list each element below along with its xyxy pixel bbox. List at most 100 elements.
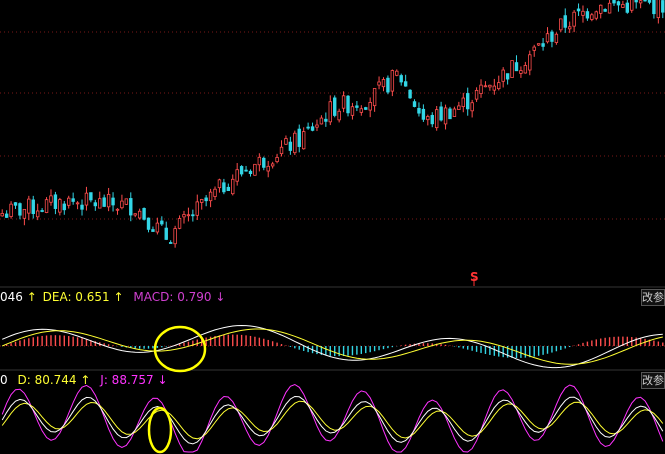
candle-body (40, 210, 44, 212)
candle-body (563, 15, 567, 28)
d-trend-icon: ↑ (80, 373, 91, 387)
highlight-circle-kdj (147, 406, 173, 454)
candle-body (381, 79, 386, 88)
candle-body (350, 106, 355, 116)
dea-line (2, 328, 663, 365)
candle-body (67, 197, 71, 206)
candle-body (466, 93, 470, 110)
candle-body (244, 169, 248, 172)
candle-body (319, 117, 324, 125)
kdj-k-line (1, 395, 664, 445)
candle-body (652, 0, 656, 15)
candle-body (364, 107, 368, 110)
candle-body (146, 217, 151, 230)
candle-body (142, 208, 146, 220)
candle-body (93, 202, 98, 207)
candle-body (75, 202, 80, 205)
candle-body (612, 0, 616, 4)
candle-body (528, 54, 532, 71)
candle-body (310, 126, 315, 131)
candle-body (248, 170, 253, 175)
candle-body (328, 101, 332, 123)
candle-body (301, 131, 306, 150)
candle-body (372, 88, 377, 107)
candle-body (514, 62, 519, 72)
candle-body (120, 200, 124, 209)
candle-body (106, 193, 111, 208)
candle-body (395, 70, 399, 76)
candle-body (377, 81, 381, 86)
candle-body (497, 82, 501, 90)
candle-body (337, 110, 341, 121)
candle-body (324, 118, 328, 122)
kdj-header: 0 D: 80.744 ↑ J: 88.757 ↓ (0, 373, 168, 387)
macd-settings-button[interactable]: 改参 (641, 289, 665, 306)
candle-body (177, 218, 182, 229)
candle-body (501, 69, 505, 82)
candle-body (173, 228, 177, 245)
candle-body (217, 179, 222, 189)
candle-body (550, 31, 554, 42)
kdj-d-line (1, 400, 664, 440)
candle-body (115, 208, 120, 211)
candle-body (133, 213, 137, 216)
candle-body (643, 0, 647, 2)
candle-body (89, 192, 93, 201)
candle-body (408, 89, 412, 99)
candle-body (567, 26, 572, 30)
candle-body (297, 128, 301, 147)
candle-body (279, 146, 284, 155)
candle-body (386, 77, 390, 93)
candle-body (417, 107, 421, 114)
candle-body (62, 203, 66, 211)
candle-body (492, 85, 497, 91)
candle-body (399, 75, 403, 83)
candle-body (84, 192, 89, 206)
candle-body (208, 191, 213, 202)
candle-body (222, 182, 226, 193)
candle-body (443, 107, 448, 125)
candle-body (235, 169, 239, 182)
candle-body (554, 33, 559, 43)
candle-body (656, 0, 661, 19)
macd-trend-icon: ↓ (215, 290, 226, 304)
candle-body (111, 197, 115, 206)
candle-body (359, 108, 364, 113)
candle-body (44, 199, 49, 213)
candle-body (306, 126, 310, 129)
candle-body (412, 101, 417, 107)
candle-body (195, 201, 199, 216)
candle-body (585, 11, 590, 19)
candle-body (439, 106, 443, 121)
candle-body (368, 101, 372, 111)
d-value-label: D: 80.744 (17, 373, 77, 387)
candle-body (572, 11, 576, 27)
candle-body (182, 214, 186, 218)
candle-body (603, 9, 607, 12)
candle-body (590, 14, 594, 20)
candle-body (262, 157, 266, 168)
candle-body (102, 197, 106, 207)
candle-body (621, 3, 625, 8)
macd-value-label: MACD: 0.790 (133, 290, 212, 304)
candle-body (461, 97, 465, 108)
candle-body (13, 202, 18, 206)
candle-body (160, 220, 164, 225)
candle-body (284, 138, 288, 145)
candle-body (168, 242, 173, 244)
k-value-label: 0 (0, 373, 8, 387)
candle-body (452, 108, 457, 117)
candle-body (421, 108, 426, 120)
candle-body (599, 4, 603, 14)
candle-body (505, 73, 510, 80)
candle-body (31, 199, 35, 214)
candle-body (594, 11, 598, 19)
dif-trend-icon: ↑ (26, 290, 37, 304)
kdj-settings-button[interactable]: 改参 (641, 372, 665, 389)
dif-line (2, 324, 663, 369)
candle-body (647, 0, 652, 3)
candle-body (346, 95, 350, 114)
candle-body (483, 85, 488, 88)
candle-body (226, 186, 231, 192)
